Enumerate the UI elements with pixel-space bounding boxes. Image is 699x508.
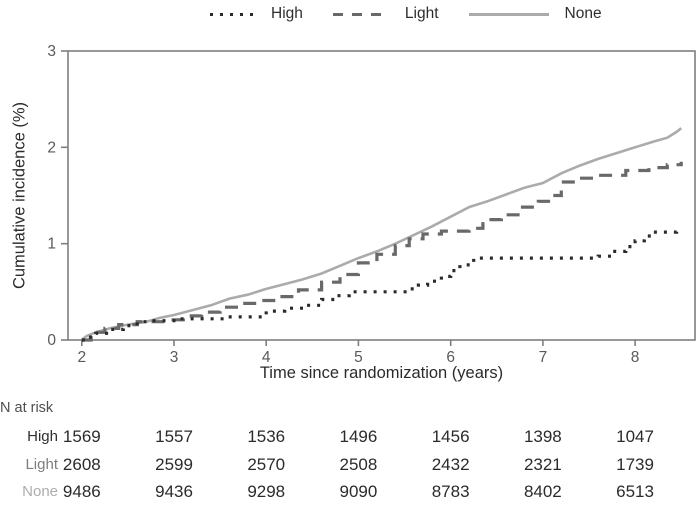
legend-item-none: None — [468, 5, 602, 23]
risk-value: 1047 — [616, 427, 654, 446]
risk-value: 1456 — [431, 427, 470, 446]
risk-value: 1536 — [247, 427, 286, 446]
risk-table-title: N at risk — [0, 400, 54, 416]
dotted-line-icon — [210, 12, 255, 16]
series-line-high — [81, 230, 679, 342]
x-tick-label: 6 — [446, 349, 455, 366]
risk-row-label-high: High — [27, 428, 58, 445]
solid-line-icon — [468, 12, 549, 16]
series-line-light — [81, 161, 683, 342]
risk-value: 2599 — [155, 454, 193, 474]
risk-value: 8783 — [431, 482, 470, 501]
risk-value: 9486 — [62, 482, 101, 501]
risk-value: 1569 — [62, 427, 101, 446]
x-tick-label: 4 — [262, 349, 271, 366]
risk-value: 2508 — [339, 454, 378, 474]
risk-value: 2321 — [523, 454, 562, 474]
y-axis-title: Cumulative incidence (%) — [10, 101, 29, 290]
series-line-none — [80, 127, 683, 341]
legend: High Light None — [210, 5, 602, 23]
y-tick-label: 1 — [47, 236, 56, 253]
risk-value: 9298 — [247, 482, 286, 501]
risk-value: 1557 — [155, 427, 193, 446]
risk-value: 1496 — [339, 427, 378, 446]
x-tick-label: 7 — [539, 349, 548, 366]
risk-value: 9436 — [155, 482, 193, 501]
risk-value: 2608 — [62, 454, 101, 474]
risk-value: 1739 — [616, 454, 654, 474]
y-tick-label: 2 — [47, 139, 56, 156]
risk-value: 9090 — [339, 482, 378, 501]
legend-item-light: Light — [332, 5, 439, 23]
x-tick-label: 5 — [354, 349, 363, 366]
risk-value: 1398 — [523, 427, 562, 446]
plot-frame — [67, 50, 696, 341]
dashed-line-icon — [332, 12, 389, 16]
y-tick-label: 3 — [47, 43, 56, 60]
risk-row-label-none: None — [22, 483, 58, 500]
x-tick-label: 8 — [631, 349, 640, 366]
risk-value: 2432 — [431, 454, 470, 474]
legend-label-high: High — [271, 5, 303, 22]
x-axis-title: Time since randomization (years) — [259, 364, 504, 382]
x-tick-label: 2 — [77, 349, 86, 366]
risk-value: 2570 — [247, 454, 286, 474]
risk-row-label-light: Light — [25, 455, 58, 473]
legend-label-none: None — [564, 5, 602, 22]
risk-value: 8402 — [523, 482, 562, 501]
legend-label-light: Light — [404, 5, 439, 22]
x-tick-label: 3 — [170, 349, 179, 366]
y-tick-label: 0 — [47, 332, 56, 349]
risk-value: 6513 — [616, 482, 654, 501]
legend-item-high: High — [210, 5, 303, 23]
